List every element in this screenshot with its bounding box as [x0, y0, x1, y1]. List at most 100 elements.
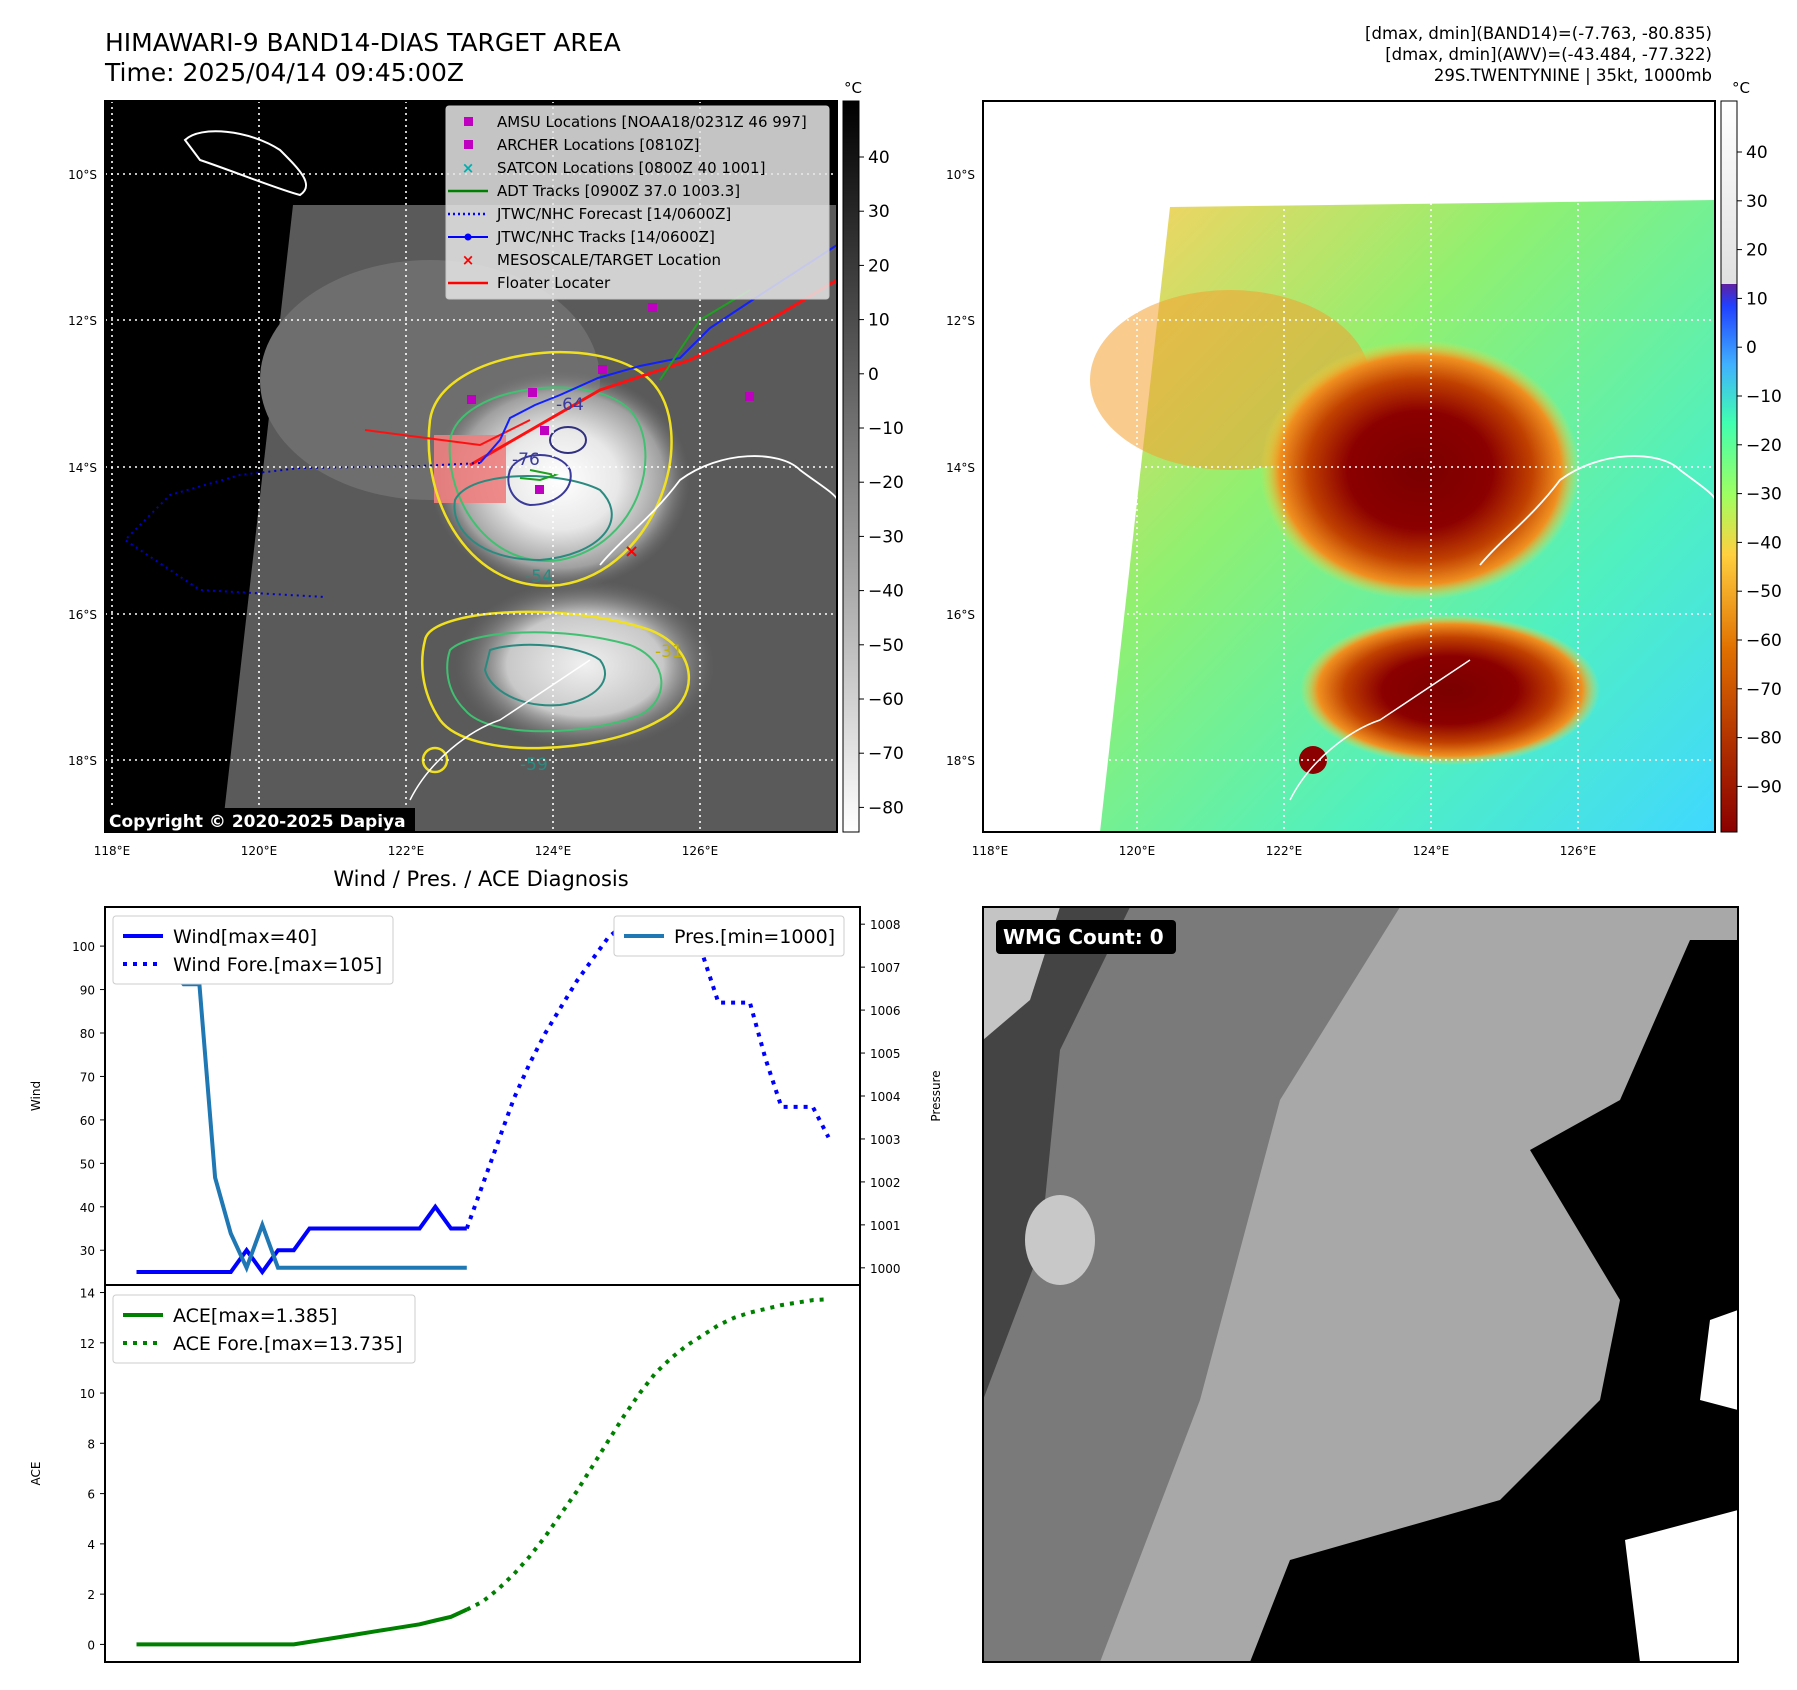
lat-tick-label: 18°S: [946, 754, 975, 768]
lat-labels-left: 10°S 12°S 14°S 16°S 18°S: [68, 168, 97, 768]
archer-marker: [528, 388, 537, 397]
y-right-tick-label: 1006: [870, 1004, 901, 1018]
y-axis-label: ACE: [29, 1462, 43, 1486]
contour-31: [427, 350, 673, 587]
colorbar-tick-label: 10: [868, 311, 890, 331]
lat-tick-label: 12°S: [68, 314, 97, 328]
colorbar-tick-label: −20: [1746, 436, 1782, 456]
y-right-tick-label: 1008: [870, 918, 901, 932]
legend-label: SATCON Locations [0800Z 40 1001]: [497, 159, 765, 177]
legend-entry: AMSU Locations [NOAA18/0231Z 46 997]: [464, 113, 807, 131]
y-tick-label: 40: [80, 1201, 95, 1215]
series-line: [136, 1607, 468, 1647]
colorbar-tick-label: 0: [1746, 338, 1757, 358]
map-gridlines: [983, 101, 1715, 832]
legend-entry: ADT Tracks [0900Z 37.0 1003.3]: [448, 182, 740, 200]
legend-dot-marker: [464, 233, 472, 241]
contour-south-44: [446, 631, 663, 733]
southern-cloud: [455, 580, 715, 750]
legend-x-marker: ×: [462, 159, 475, 177]
y-right-tick-label: 1000: [870, 1262, 901, 1276]
legend-label: Floater Locater: [497, 274, 611, 292]
wmg-frame: [982, 906, 1739, 1663]
floater-track-west: [364, 419, 531, 447]
lon-tick-label: 118°E: [972, 844, 1009, 858]
ace-chart: 0 2 4 6 8 10 12 14 ACE ACE[max=1.385] ACE Fore.[ma…: [29, 1284, 861, 1663]
y-tick-label: 6: [87, 1488, 95, 1502]
chart-legend-label: Wind Fore.[max=105]: [173, 954, 382, 976]
lat-labels-right: 10°S 12°S 14°S 16°S 18°S: [946, 168, 975, 768]
color-colorbar: °C 40 30 20 10 0 −10 −20 −30 −40 −50 −60 −70 −80 −90: [1720, 79, 1782, 833]
colorbar-tick-label: 20: [1746, 241, 1768, 261]
lat-tick-label: 16°S: [68, 608, 97, 622]
contour-south-54: [483, 643, 606, 707]
series-line: [464, 921, 831, 1230]
legend-entry: ARCHER Locations [0810Z]: [464, 136, 700, 154]
lon-labels-left: 118°E 120°E 122°E 124°E 126°E: [94, 844, 719, 858]
contour-cold-core: [549, 426, 587, 454]
colorbar-tick-label: −30: [868, 527, 904, 547]
archer-marker: [745, 392, 754, 401]
lon-tick-label: 118°E: [94, 844, 131, 858]
archer-marker: [540, 426, 549, 435]
y-axis-label: Wind: [29, 1081, 43, 1111]
colorbar-tick-label: −20: [868, 473, 904, 493]
y-tick-label: 80: [80, 1027, 95, 1041]
colorbar-tick-label: −30: [1746, 485, 1782, 505]
colorbar-tick-label: −50: [868, 636, 904, 656]
y-right-tick-label: 1001: [870, 1219, 901, 1233]
y-tick-label: 4: [87, 1538, 95, 1552]
amsu-marker: [467, 395, 476, 404]
copyright-box: [105, 808, 415, 832]
colorbar-tick-label: −70: [868, 744, 904, 764]
ir-grayscale-map: × -76 -54 -31 -59 -64 AMSU Locations [NO…: [104, 100, 838, 833]
archer-marker: [598, 365, 607, 374]
ir-color-map: [982, 100, 1716, 833]
contour-label: -31: [655, 642, 683, 662]
y-tick-label: 90: [80, 984, 95, 998]
contour-76: [507, 454, 572, 507]
lon-tick-label: 120°E: [1119, 844, 1156, 858]
lat-tick-label: 12°S: [946, 314, 975, 328]
colorbar-tick-label: −70: [1746, 680, 1782, 700]
lon-tick-label: 120°E: [241, 844, 278, 858]
colorbar-tick-label: −80: [868, 798, 904, 818]
legend-x-marker: ×: [462, 251, 475, 269]
colorbar-tick-label: 30: [868, 202, 890, 222]
y-tick-label: 8: [87, 1437, 95, 1451]
colorbar-tick-label: 40: [868, 148, 890, 168]
legend-entry: Floater Locater: [448, 274, 611, 292]
storm-cloud: [430, 370, 690, 590]
lat-tick-label: 10°S: [946, 168, 975, 182]
chart-legend-label: Wind[max=40]: [173, 926, 317, 948]
y-tick-label: 50: [80, 1157, 95, 1171]
lat-tick-label: 16°S: [946, 608, 975, 622]
coastline-south: [1289, 659, 1471, 801]
series-line: [136, 1203, 467, 1276]
wmg-zone-mid: [983, 907, 1400, 1662]
y-tick-label: 100: [72, 940, 95, 954]
chart-legend-box: [112, 915, 394, 985]
figure-title: HIMAWARI-9 BAND14-DIAS TARGET AREA: [105, 28, 621, 57]
colorbar-tick-label: 30: [1746, 192, 1768, 212]
gray-colorbar-bar: [842, 100, 860, 833]
wmg-zone-light-2: [1025, 1195, 1095, 1285]
coastline-south: [409, 659, 591, 801]
legend-entry: × MESOSCALE/TARGET Location: [462, 251, 721, 269]
color-colorbar-unit: °C: [1732, 79, 1750, 97]
colorbar-tick-label: 0: [868, 365, 879, 385]
contour-label: -54: [525, 567, 553, 587]
y-right-tick-label: 1007: [870, 961, 901, 975]
floater-track: [469, 278, 837, 467]
series-line: [465, 1297, 829, 1612]
legend-label: JTWC/NHC Tracks [14/0600Z]: [496, 228, 715, 246]
wind-pressure-chart: 30 40 50 60 70 80 90 100 Wind 1000 1001 1002 1003 100…: [29, 906, 943, 1286]
colorbar-tick-label: 10: [1746, 289, 1768, 309]
lat-tick-label: 18°S: [68, 754, 97, 768]
y-tick-label: 70: [80, 1070, 95, 1084]
diagnosis-title: Wind / Pres. / ACE Diagnosis: [333, 867, 628, 891]
storm-info: 29S.TWENTYNINE | 35kt, 1000mb: [1434, 66, 1712, 85]
chart-legend: Wind[max=40] Wind Fore.[max=105]: [112, 915, 394, 985]
coastline: [1479, 455, 1715, 566]
y-tick-label: 10: [80, 1387, 95, 1401]
